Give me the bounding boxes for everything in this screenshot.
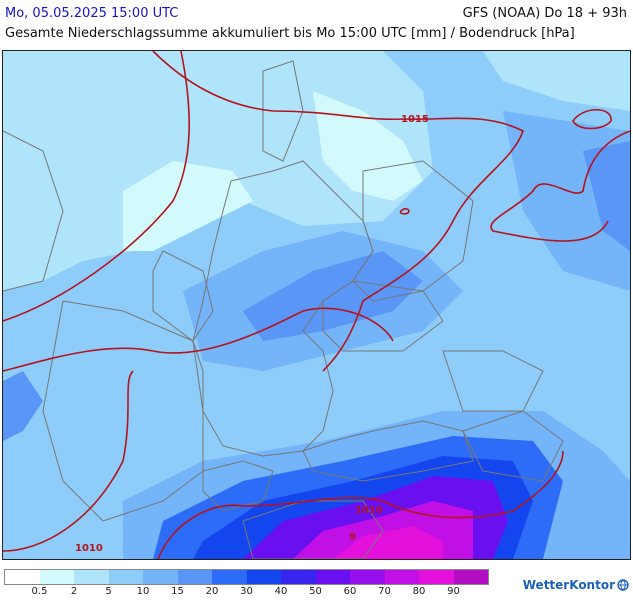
globe-icon: [617, 579, 629, 591]
brand-name: WetterKontor: [522, 578, 615, 592]
border-denmark: [262, 60, 304, 162]
legend-swatch: [453, 570, 488, 584]
legend-label: 80: [412, 586, 426, 597]
border-czech: [322, 280, 444, 352]
valid-time: Mo, 05.05.2025 15:00 UTC: [5, 6, 179, 21]
border-poland: [352, 160, 474, 302]
legend-label: 20: [205, 586, 219, 597]
isobars: [3, 51, 630, 559]
precipitation-map: 1015 1010 1010 9: [2, 50, 631, 560]
wetterkontor-logo: WetterKontor: [523, 578, 629, 592]
legend-swatch: [315, 570, 350, 584]
legend-swatch: [212, 570, 247, 584]
header-row-2: Gesamte Niederschlagssumme akkumuliert b…: [0, 24, 633, 44]
legend-swatch: [108, 570, 143, 584]
border-hungary: [462, 410, 564, 482]
isobar-label-9: 9: [349, 532, 356, 543]
border-slovakia: [442, 350, 544, 412]
country-borders: [3, 60, 564, 559]
legend-swatch: [281, 570, 316, 584]
map-subtitle: Gesamte Niederschlagssumme akkumuliert b…: [5, 26, 575, 41]
header-row-1: Mo, 05.05.2025 15:00 UTC GFS (NOAA) Do 1…: [0, 4, 633, 24]
isobar-1010-center: [3, 307, 394, 372]
isobar-1010-alps: [157, 450, 564, 559]
legend-label: 30: [240, 586, 253, 597]
isobar-label-1010-sw: 1010: [75, 543, 103, 554]
isobar-label-1015: 1015: [401, 114, 429, 125]
precip-dark-west: [3, 371, 43, 441]
precip-dark-east: [583, 141, 630, 251]
isobar-1010-west: [3, 51, 190, 322]
precip-verylight-east: [313, 91, 423, 201]
border-france: [42, 300, 204, 522]
legend-swatch: [419, 570, 454, 584]
isobar-1015-north: [152, 51, 524, 372]
legend-label: 90: [447, 586, 460, 597]
legend-label: 40: [274, 586, 288, 597]
legend-label: 15: [171, 586, 184, 597]
legend-label: 2: [70, 586, 78, 597]
legend-swatch: [74, 570, 109, 584]
legend-label: 5: [105, 586, 112, 597]
legend-label: 60: [343, 586, 357, 597]
precip-light-ne: [483, 51, 630, 111]
isobar-1010-south: [3, 370, 134, 552]
precip-south-90: [333, 526, 443, 559]
border-austria: [302, 420, 474, 482]
legend-swatch: [143, 570, 178, 584]
legend-label: 10: [136, 586, 150, 597]
legend-swatches: [4, 569, 489, 585]
legend-swatch: [246, 570, 281, 584]
legend-swatch: [177, 570, 212, 584]
legend-swatch: [350, 570, 385, 584]
legend-label: 50: [309, 586, 322, 597]
isobar-small-loop: [399, 208, 410, 215]
isobar-label-1010-alps: 1010: [355, 505, 383, 516]
border-germany: [192, 160, 374, 457]
legend-swatch: [5, 570, 40, 584]
border-benelux: [152, 250, 214, 342]
precipitation-legend: 0.5 2 5 10 15 20 30 40 50 60 70 80 90: [4, 569, 504, 599]
border-switzerland: [202, 460, 274, 512]
legend-label: 0.5: [31, 586, 48, 597]
isobar-1015-east-loop: [572, 108, 612, 130]
precip-verylight-sea: [123, 161, 253, 251]
isobar-1015-east: [490, 130, 630, 242]
legend-label: 70: [378, 586, 391, 597]
legend-swatch: [39, 570, 74, 584]
legend-swatch: [384, 570, 419, 584]
border-uk-coast: [3, 130, 64, 292]
isobar-labels: 1015 1010 1010 9: [75, 114, 429, 554]
model-run: GFS (NOAA) Do 18 + 93h: [462, 6, 627, 21]
